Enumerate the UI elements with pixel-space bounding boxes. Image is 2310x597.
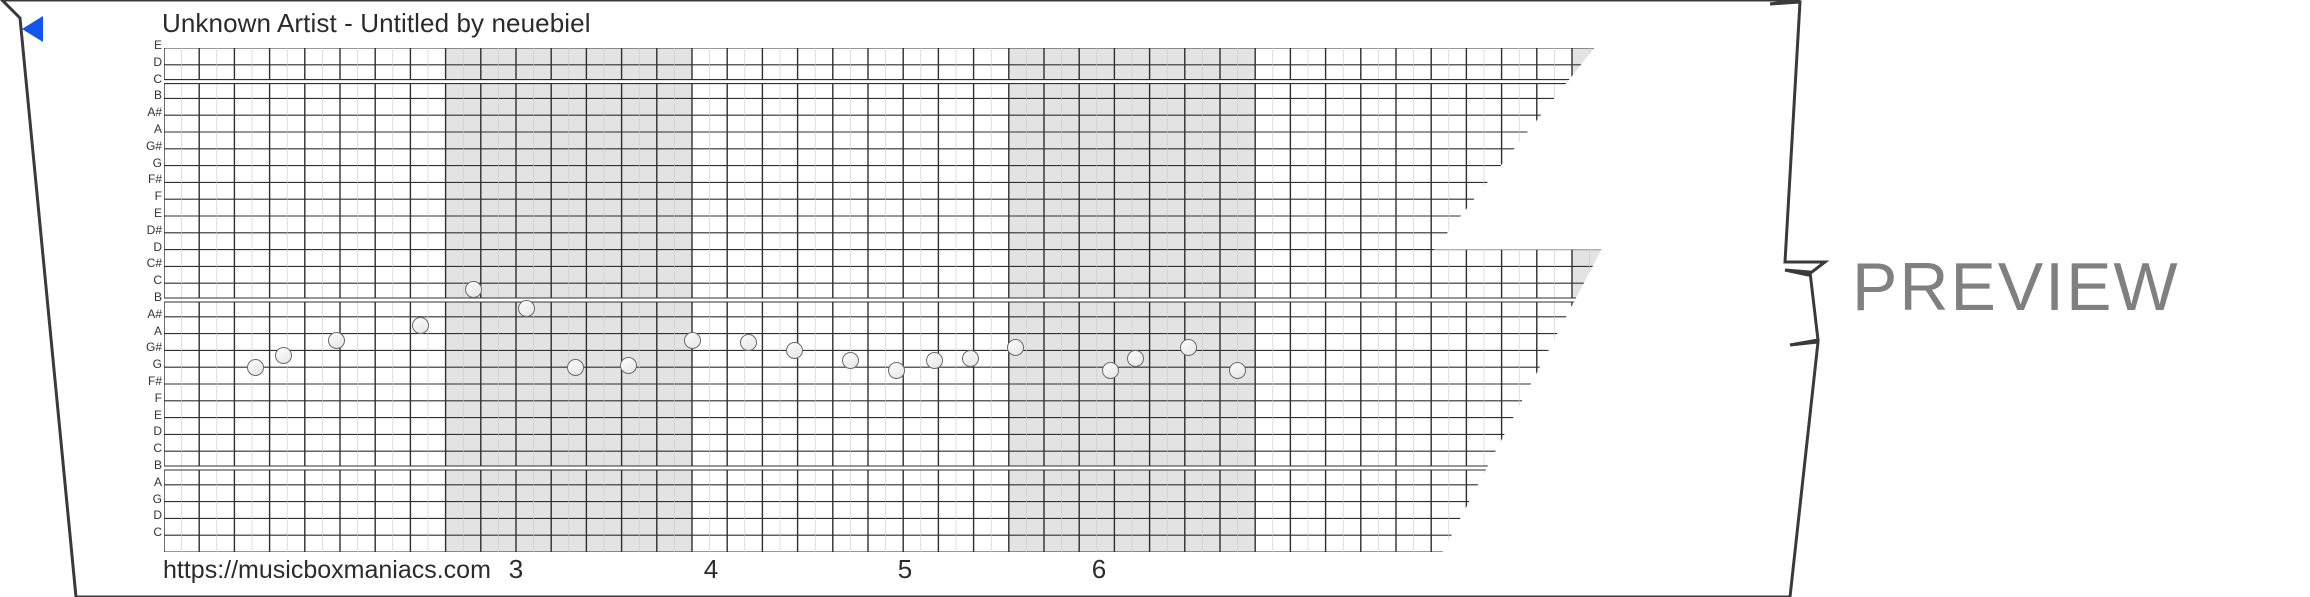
- pitch-label: C#: [146, 256, 162, 271]
- pitch-label: D: [153, 239, 162, 254]
- pitch-label: D: [153, 508, 162, 523]
- pitch-label: A: [153, 122, 162, 136]
- pitch-label: G: [152, 357, 162, 372]
- pitch-label: G#: [145, 340, 162, 355]
- note-marker[interactable]: [1229, 362, 1247, 380]
- measure-number: 4: [703, 554, 719, 584]
- note-marker[interactable]: [739, 333, 757, 351]
- note-marker[interactable]: [620, 357, 638, 375]
- site-url-label: https://musicboxmaniacs.com: [163, 556, 491, 584]
- pitch-label: G: [152, 491, 162, 506]
- pitch-label: A#: [147, 105, 162, 120]
- note-marker[interactable]: [518, 299, 536, 317]
- pitch-label: D: [153, 54, 162, 69]
- pitch-label: B: [153, 88, 162, 103]
- pitch-label: C: [153, 273, 162, 288]
- pitch-label: F#: [147, 172, 162, 187]
- pitch-label: A: [153, 323, 162, 338]
- pitch-label: D: [153, 424, 162, 439]
- pitch-label: F: [154, 390, 162, 405]
- pitch-label: G: [152, 155, 162, 170]
- pitch-label: E: [153, 206, 162, 220]
- note-marker[interactable]: [785, 341, 803, 359]
- note-marker[interactable]: [1007, 338, 1025, 356]
- pitch-label: G#: [145, 138, 162, 153]
- note-marker[interactable]: [465, 281, 483, 299]
- pitch-label: A: [153, 474, 162, 489]
- note-marker[interactable]: [841, 351, 859, 369]
- note-marker[interactable]: [275, 346, 293, 364]
- pitch-label: A#: [147, 306, 162, 321]
- note-marker[interactable]: [327, 331, 345, 349]
- measure-number: 3: [508, 554, 524, 584]
- pitch-label: D#: [146, 222, 162, 237]
- pitch-label: B: [153, 290, 162, 304]
- pitch-label: E: [153, 38, 162, 52]
- pitch-label: C: [153, 441, 162, 456]
- note-marker[interactable]: [412, 316, 430, 334]
- pitch-label: E: [153, 407, 162, 422]
- pitch-label-column: E D C B A# A G# G F# F E D# D C# C B A# A G# G F# F E D C B A G D C: [132, 39, 162, 548]
- back-triangle-left-icon[interactable]: [22, 16, 43, 42]
- note-marker[interactable]: [1102, 362, 1120, 380]
- note-grid: [164, 48, 1602, 552]
- measure-number: 6: [1091, 554, 1107, 584]
- note-marker[interactable]: [926, 351, 944, 369]
- pitch-label: C: [153, 71, 162, 86]
- note-marker[interactable]: [961, 350, 979, 368]
- note-sheet[interactable]: [164, 48, 1607, 552]
- measure-number: 5: [897, 554, 913, 584]
- note-marker[interactable]: [683, 331, 701, 349]
- pitch-label: B: [153, 458, 162, 472]
- note-marker[interactable]: [1179, 338, 1197, 356]
- note-marker[interactable]: [567, 358, 585, 376]
- pitch-label: C: [153, 525, 162, 540]
- preview-watermark: PREVIEW: [1852, 249, 2180, 325]
- pitch-label: F#: [147, 374, 162, 388]
- note-marker[interactable]: [247, 358, 265, 376]
- pitch-label: F: [154, 189, 162, 204]
- song-title: Unknown Artist - Untitled by neuebiel: [162, 8, 591, 38]
- note-marker[interactable]: [1127, 350, 1145, 368]
- note-grid-clip: [164, 48, 1602, 552]
- note-marker[interactable]: [887, 362, 905, 380]
